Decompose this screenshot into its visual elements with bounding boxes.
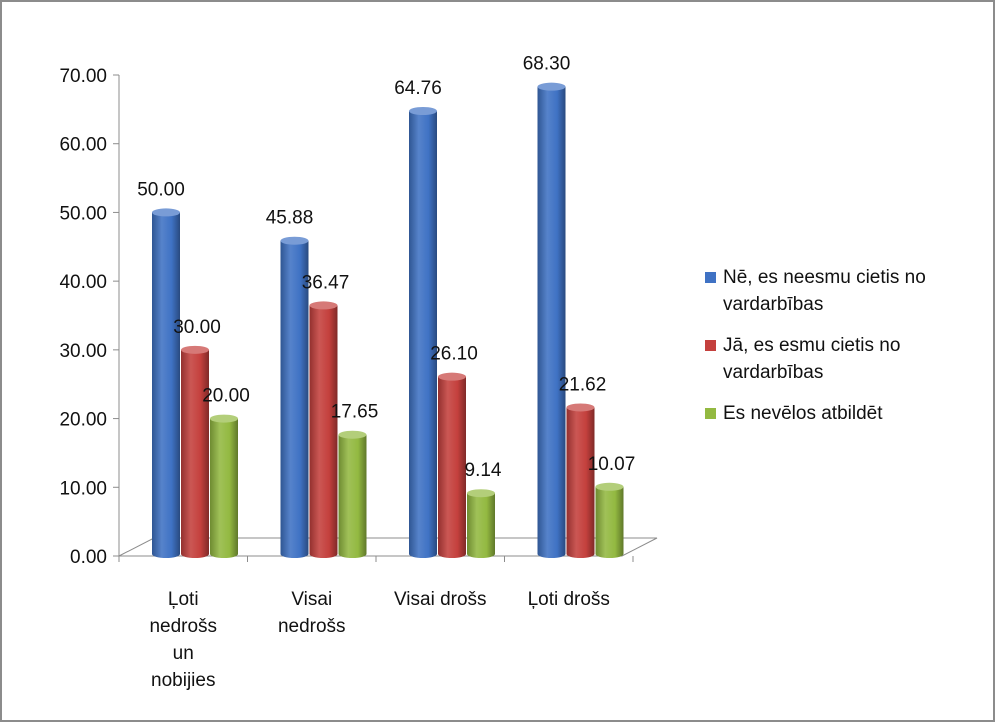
bar-top [566,403,595,412]
bar-top [210,414,238,423]
bar [152,212,180,558]
bar [280,240,309,558]
legend-label: Jā, es esmu cietis no vardarbības [723,335,901,383]
legend-label: Es nevēlos atbildēt [723,403,883,424]
data-label: 10.07 [588,454,636,475]
y-tick-label: 10.00 [59,478,107,499]
data-label: 36.47 [302,272,350,293]
y-tick-label: 50.00 [59,203,107,224]
bar-top [280,236,309,245]
legend-swatch [705,272,716,283]
bar-top [595,482,624,491]
bar [309,305,338,558]
y-tick-label: 60.00 [59,135,107,156]
bar-top [467,489,495,498]
y-tick-label: 40.00 [59,272,107,293]
bar-top [152,208,180,217]
data-label: 68.30 [523,54,571,75]
bar [566,407,595,558]
y-tick-label: 20.00 [59,410,107,431]
legend-swatch [705,408,716,419]
legend-item: Jā, es esmu cietis no vardarbības [705,332,985,386]
category-label: Visai drošs [394,589,487,610]
data-label: 9.14 [465,460,502,481]
category-label: Visai nedrošs [278,589,346,637]
legend: Nē, es neesmu cietis no vardarbības Jā, es… [705,264,985,441]
legend-label: Nē, es neesmu cietis no vardarbības [723,267,926,315]
y-tick-label: 0.00 [70,547,107,568]
data-label: 20.00 [202,386,250,407]
bar-top [338,430,367,439]
category-label: Ļoti drošs [528,589,610,610]
legend-swatch [705,340,716,351]
bar-top [309,301,338,310]
bar [467,493,495,558]
category-label: Ļoti nedrošs un nobijies [149,589,217,691]
y-tick-label: 30.00 [59,341,107,362]
bar [338,434,367,558]
data-label: 21.62 [559,374,607,395]
legend-item: Es nevēlos atbildēt [705,400,985,427]
data-label: 50.00 [137,179,185,200]
bar-top [409,107,437,116]
data-label: 64.76 [394,78,442,99]
data-label: 45.88 [266,208,314,229]
legend-item: Nē, es neesmu cietis no vardarbības [705,264,985,318]
data-label: 30.00 [173,317,221,338]
bar [409,111,437,558]
data-label: 17.65 [331,402,379,423]
bar [537,86,566,558]
bar [438,376,466,558]
bar [181,349,209,558]
data-label: 26.10 [430,344,478,365]
bar [210,418,238,558]
bar [595,486,624,558]
bar-top [438,372,466,381]
bar-top [181,345,209,354]
bar-top [537,82,566,91]
y-tick-label: 70.00 [59,66,107,87]
